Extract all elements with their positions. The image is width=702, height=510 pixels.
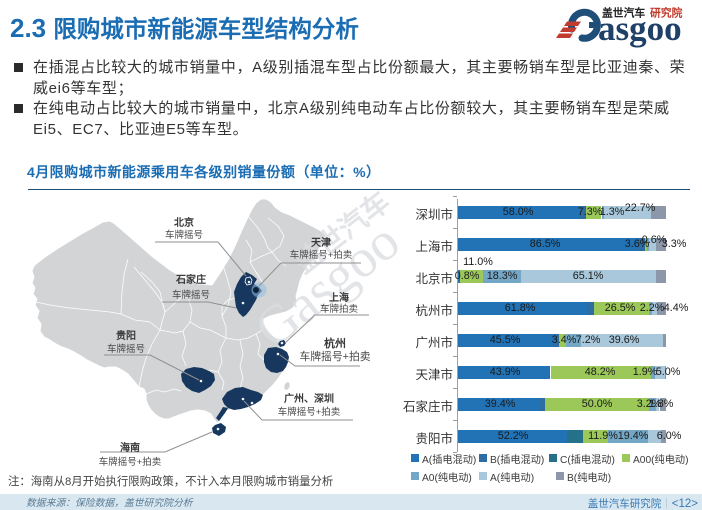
- svg-text:北京: 北京: [174, 216, 194, 229]
- svg-text:车牌拍卖: 车牌拍卖: [320, 303, 358, 315]
- svg-text:研究院: 研究院: [650, 6, 683, 20]
- svg-text:海南: 海南: [120, 441, 140, 454]
- svg-text:车牌摇号: 车牌摇号: [172, 289, 210, 301]
- svg-text:车牌摇号+拍卖: 车牌摇号+拍卖: [278, 406, 341, 418]
- svg-text:asgoo: asgoo: [598, 9, 682, 48]
- svg-text:石家庄: 石家庄: [175, 273, 206, 286]
- svg-text:贵阳: 贵阳: [116, 329, 136, 342]
- svg-text:车牌摇号: 车牌摇号: [107, 343, 145, 355]
- svg-text:车牌摇号+拍卖: 车牌摇号+拍卖: [290, 249, 353, 261]
- svg-text:车牌摇号: 车牌摇号: [165, 229, 203, 241]
- svg-text:盖世汽车: 盖世汽车: [602, 6, 645, 20]
- svg-text:天津: 天津: [311, 236, 331, 249]
- svg-text:车牌摇号+拍卖: 车牌摇号+拍卖: [299, 349, 370, 363]
- svg-text:广州、深圳: 广州、深圳: [284, 392, 334, 405]
- svg-text:上海: 上海: [329, 291, 349, 304]
- svg-text:杭州: 杭州: [324, 336, 346, 350]
- svg-text:车牌摇号+拍卖: 车牌摇号+拍卖: [99, 456, 162, 468]
